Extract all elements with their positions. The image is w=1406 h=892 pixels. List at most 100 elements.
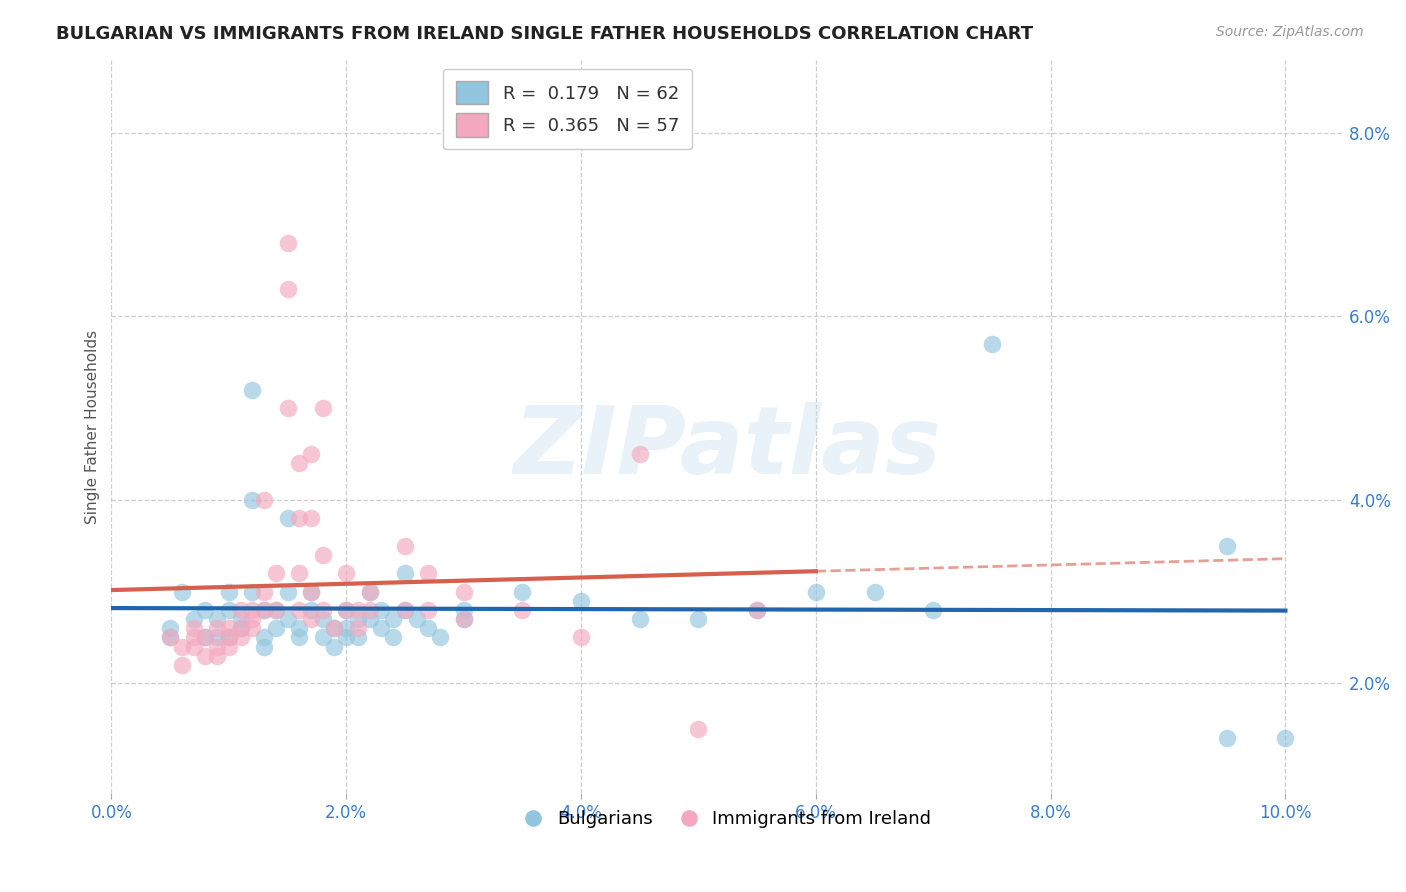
Text: ZIPatlas: ZIPatlas [513, 402, 942, 494]
Point [569, 593, 592, 607]
Y-axis label: Single Father Households: Single Father Households [86, 329, 100, 524]
Point [264, 566, 287, 581]
Point [394, 539, 416, 553]
Point [276, 584, 298, 599]
Point [229, 603, 252, 617]
Point [276, 235, 298, 250]
Point [205, 648, 228, 663]
Point [183, 612, 205, 626]
Point [253, 492, 276, 507]
Point [205, 612, 228, 626]
Point [1216, 539, 1239, 553]
Point [323, 621, 346, 635]
Point [510, 584, 533, 599]
Point [264, 603, 287, 617]
Point [183, 640, 205, 654]
Point [170, 640, 193, 654]
Point [170, 657, 193, 672]
Legend: Bulgarians, Immigrants from Ireland: Bulgarians, Immigrants from Ireland [517, 803, 938, 836]
Point [745, 603, 768, 617]
Text: BULGARIAN VS IMMIGRANTS FROM IRELAND SINGLE FATHER HOUSEHOLDS CORRELATION CHART: BULGARIAN VS IMMIGRANTS FROM IRELAND SIN… [56, 25, 1033, 43]
Point [253, 640, 276, 654]
Point [170, 584, 193, 599]
Point [347, 631, 370, 645]
Point [159, 621, 181, 635]
Point [1274, 731, 1296, 746]
Point [264, 621, 287, 635]
Point [229, 621, 252, 635]
Point [510, 603, 533, 617]
Point [359, 603, 381, 617]
Point [863, 584, 886, 599]
Point [240, 383, 263, 397]
Point [218, 631, 240, 645]
Point [628, 447, 651, 461]
Point [299, 511, 322, 525]
Point [335, 566, 357, 581]
Point [299, 584, 322, 599]
Point [405, 612, 427, 626]
Point [453, 612, 475, 626]
Point [453, 584, 475, 599]
Point [183, 621, 205, 635]
Point [159, 631, 181, 645]
Point [159, 631, 181, 645]
Point [312, 603, 335, 617]
Point [347, 621, 370, 635]
Point [229, 612, 252, 626]
Point [288, 603, 311, 617]
Point [394, 603, 416, 617]
Point [299, 612, 322, 626]
Point [253, 584, 276, 599]
Point [288, 631, 311, 645]
Point [804, 584, 827, 599]
Point [429, 631, 451, 645]
Point [323, 640, 346, 654]
Point [382, 612, 405, 626]
Point [183, 631, 205, 645]
Point [418, 621, 440, 635]
Point [264, 603, 287, 617]
Point [253, 603, 276, 617]
Point [194, 603, 217, 617]
Point [229, 631, 252, 645]
Point [240, 492, 263, 507]
Point [922, 603, 945, 617]
Point [205, 621, 228, 635]
Point [299, 584, 322, 599]
Point [335, 631, 357, 645]
Point [218, 640, 240, 654]
Point [288, 456, 311, 470]
Point [359, 612, 381, 626]
Point [218, 621, 240, 635]
Point [288, 621, 311, 635]
Point [347, 612, 370, 626]
Point [312, 401, 335, 416]
Point [370, 621, 392, 635]
Point [335, 603, 357, 617]
Point [335, 621, 357, 635]
Point [453, 603, 475, 617]
Point [312, 612, 335, 626]
Point [394, 566, 416, 581]
Point [194, 631, 217, 645]
Point [370, 603, 392, 617]
Point [194, 631, 217, 645]
Point [382, 631, 405, 645]
Point [276, 612, 298, 626]
Point [394, 603, 416, 617]
Point [194, 648, 217, 663]
Text: Source: ZipAtlas.com: Source: ZipAtlas.com [1216, 25, 1364, 39]
Point [253, 631, 276, 645]
Point [418, 566, 440, 581]
Point [312, 631, 335, 645]
Point [240, 603, 263, 617]
Point [745, 603, 768, 617]
Point [359, 584, 381, 599]
Point [312, 548, 335, 562]
Point [569, 631, 592, 645]
Point [347, 603, 370, 617]
Point [240, 612, 263, 626]
Point [1216, 731, 1239, 746]
Point [299, 447, 322, 461]
